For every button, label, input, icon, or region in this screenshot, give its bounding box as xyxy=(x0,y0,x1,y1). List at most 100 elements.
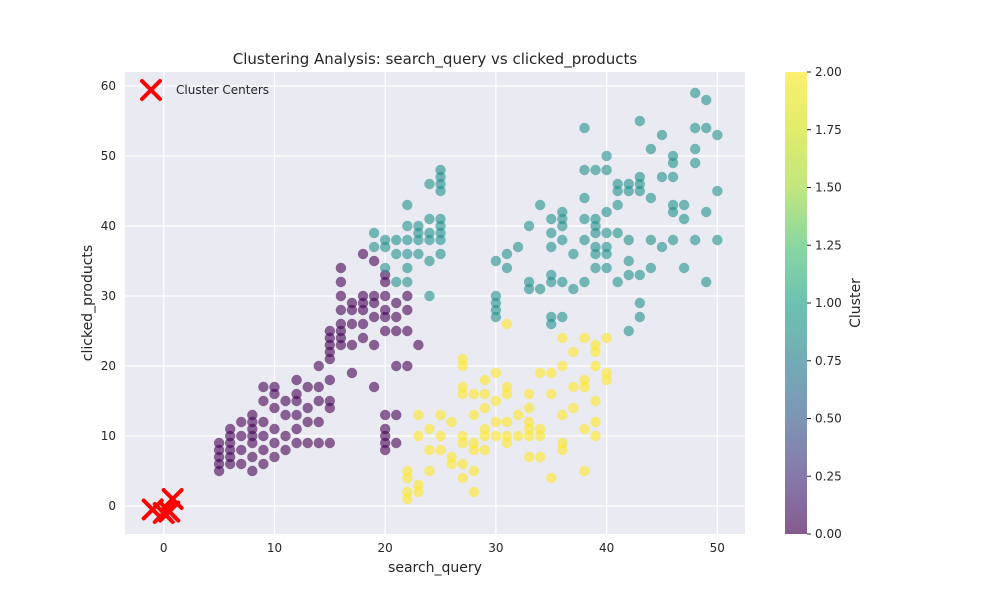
y-tick-label: 0 xyxy=(108,499,116,513)
colorbar-tick-label: 1.75 xyxy=(815,123,842,137)
data-point-cluster-0 xyxy=(224,423,236,435)
data-point-cluster-1 xyxy=(391,276,402,288)
x-tick-label: 40 xyxy=(599,541,614,555)
data-point-cluster-1 xyxy=(645,234,657,246)
data-point-cluster-1 xyxy=(634,311,646,323)
data-point-cluster-0 xyxy=(402,325,413,337)
data-point-cluster-0 xyxy=(269,437,280,449)
data-point-cluster-1 xyxy=(645,143,657,155)
data-point-cluster-1 xyxy=(712,129,723,141)
data-point-cluster-2 xyxy=(424,444,435,456)
data-point-cluster-0 xyxy=(357,290,369,302)
data-point-cluster-1 xyxy=(546,311,557,323)
data-point-cluster-2 xyxy=(435,409,446,421)
data-point-cluster-1 xyxy=(590,164,601,176)
data-point-cluster-2 xyxy=(523,451,535,463)
data-point-cluster-0 xyxy=(258,458,269,470)
y-tick-label: 60 xyxy=(101,79,116,93)
data-point-cluster-1 xyxy=(579,276,590,288)
data-point-cluster-1 xyxy=(612,276,623,288)
data-point-cluster-2 xyxy=(413,409,424,421)
data-point-cluster-1 xyxy=(701,276,712,288)
data-point-cluster-0 xyxy=(379,325,391,337)
data-point-cluster-1 xyxy=(523,276,535,288)
data-point-cluster-1 xyxy=(523,220,535,232)
data-point-cluster-1 xyxy=(601,241,612,253)
data-point-cluster-2 xyxy=(534,367,546,379)
data-point-cluster-1 xyxy=(656,171,668,183)
data-point-cluster-0 xyxy=(368,290,380,302)
colorbar-tick-label: 0.50 xyxy=(815,412,842,426)
data-point-cluster-0 xyxy=(335,304,347,316)
data-point-cluster-0 xyxy=(291,409,302,421)
legend-center-marker xyxy=(140,79,162,101)
data-point-cluster-1 xyxy=(579,192,590,204)
y-tick-label: 20 xyxy=(101,359,116,373)
data-point-cluster-2 xyxy=(446,451,457,463)
data-point-cluster-2 xyxy=(501,416,513,428)
chart-title: Clustering Analysis: search_query vs cli… xyxy=(233,50,638,69)
data-point-cluster-1 xyxy=(402,276,413,288)
data-point-cluster-0 xyxy=(280,395,291,407)
y-tick-label: 40 xyxy=(101,219,116,233)
data-point-cluster-1 xyxy=(557,276,568,288)
data-point-cluster-1 xyxy=(656,129,668,141)
data-point-cluster-0 xyxy=(324,374,336,386)
y-axis-label: clicked_products xyxy=(80,245,96,361)
data-point-cluster-0 xyxy=(379,409,391,421)
data-point-cluster-2 xyxy=(568,381,579,393)
data-point-cluster-1 xyxy=(590,241,601,253)
data-point-cluster-2 xyxy=(490,430,502,442)
data-point-cluster-1 xyxy=(689,122,701,134)
data-point-cluster-2 xyxy=(457,430,468,442)
data-point-cluster-0 xyxy=(291,437,302,449)
axis-ticks: 0 10 20 30 40 50 0 10 20 30 40 50 60 xyxy=(101,79,725,555)
data-point-cluster-0 xyxy=(324,437,336,449)
data-point-cluster-2 xyxy=(479,402,491,414)
data-point-cluster-2 xyxy=(413,479,424,491)
data-point-cluster-1 xyxy=(402,234,413,246)
data-point-cluster-0 xyxy=(335,290,347,302)
data-point-cluster-0 xyxy=(402,290,413,302)
data-point-cluster-1 xyxy=(634,297,646,309)
data-point-cluster-1 xyxy=(623,178,634,190)
data-point-cluster-0 xyxy=(302,381,313,393)
legend-label: Cluster Centers xyxy=(176,83,269,97)
data-point-cluster-2 xyxy=(457,472,468,484)
data-point-cluster-1 xyxy=(546,241,557,253)
cluster-centers xyxy=(141,488,184,524)
data-point-cluster-0 xyxy=(291,388,302,400)
data-point-cluster-1 xyxy=(590,213,601,225)
data-point-cluster-2 xyxy=(534,451,546,463)
data-point-cluster-2 xyxy=(413,430,424,442)
data-point-cluster-0 xyxy=(236,444,247,456)
data-point-cluster-2 xyxy=(457,353,468,365)
data-point-cluster-1 xyxy=(546,269,557,281)
data-point-cluster-1 xyxy=(623,269,634,281)
data-point-cluster-0 xyxy=(379,304,391,316)
data-point-cluster-0 xyxy=(313,381,324,393)
data-point-cluster-2 xyxy=(512,430,524,442)
data-point-cluster-0 xyxy=(236,458,247,470)
data-point-cluster-2 xyxy=(501,430,513,442)
data-point-cluster-0 xyxy=(247,451,258,463)
data-point-cluster-0 xyxy=(402,304,413,316)
data-point-cluster-2 xyxy=(435,444,446,456)
data-point-cluster-1 xyxy=(701,94,712,106)
data-point-cluster-0 xyxy=(346,367,358,379)
data-point-cluster-0 xyxy=(357,318,369,330)
data-point-cluster-2 xyxy=(601,367,612,379)
data-point-cluster-2 xyxy=(557,437,568,449)
colorbar-tick-label: 1.00 xyxy=(815,296,842,310)
data-point-cluster-0 xyxy=(379,290,391,302)
colorbar-ticks: 0.00 0.25 0.50 0.75 1.00 1.25 1.50 1.75 2.00 xyxy=(807,65,842,541)
data-point-cluster-1 xyxy=(612,199,623,211)
data-point-cluster-0 xyxy=(258,430,269,442)
data-point-cluster-2 xyxy=(601,332,612,344)
data-point-cluster-1 xyxy=(557,311,568,323)
data-point-cluster-1 xyxy=(667,150,679,162)
data-point-cluster-1 xyxy=(667,199,679,211)
data-point-cluster-1 xyxy=(623,325,634,337)
data-point-cluster-1 xyxy=(402,248,413,260)
data-point-cluster-1 xyxy=(689,143,701,155)
